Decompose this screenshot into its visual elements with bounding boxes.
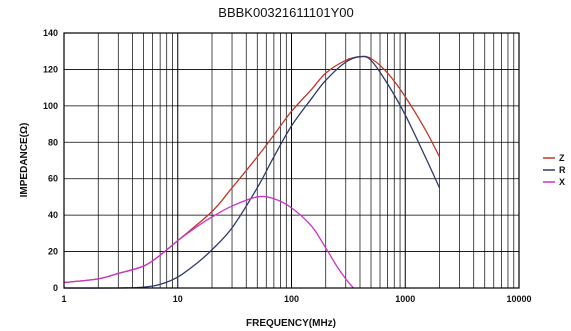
- legend-label-r: R: [559, 165, 566, 175]
- y-tick-label: 140: [43, 28, 58, 38]
- y-tick-label: 80: [48, 137, 58, 147]
- legend-label-x: X: [559, 177, 565, 187]
- x-tick-label: 10: [173, 294, 183, 304]
- legend: ZRX: [543, 153, 566, 187]
- series-lines: [63, 55, 441, 289]
- series-line-r: [63, 55, 441, 289]
- y-tick-label: 0: [53, 283, 58, 293]
- series-line-z: [63, 55, 441, 284]
- legend-label-z: Z: [559, 153, 565, 163]
- x-tick-label: 100: [284, 294, 299, 304]
- y-tick-label: 120: [43, 64, 58, 74]
- x-tick-label: 10000: [506, 294, 531, 304]
- grid: [63, 32, 519, 289]
- x-tick-label: 1: [61, 294, 66, 304]
- y-tick-label: 20: [48, 247, 58, 257]
- y-tick-label: 40: [48, 210, 58, 220]
- series-line-x: [63, 195, 354, 289]
- tick-labels: 1 10 100 1000 10000 0 20 40 60 80 100 120 140: [43, 28, 532, 304]
- x-tick-label: 1000: [395, 294, 415, 304]
- y-tick-label: 100: [43, 101, 58, 111]
- chart-title: BBBK00321611101Y00: [218, 5, 353, 20]
- x-axis-title: FREQUENCY(MHz): [246, 318, 336, 329]
- y-tick-label: 60: [48, 174, 58, 184]
- y-axis-title: IMPEDANCE(Ω): [19, 123, 30, 198]
- plot-frame: [63, 32, 520, 289]
